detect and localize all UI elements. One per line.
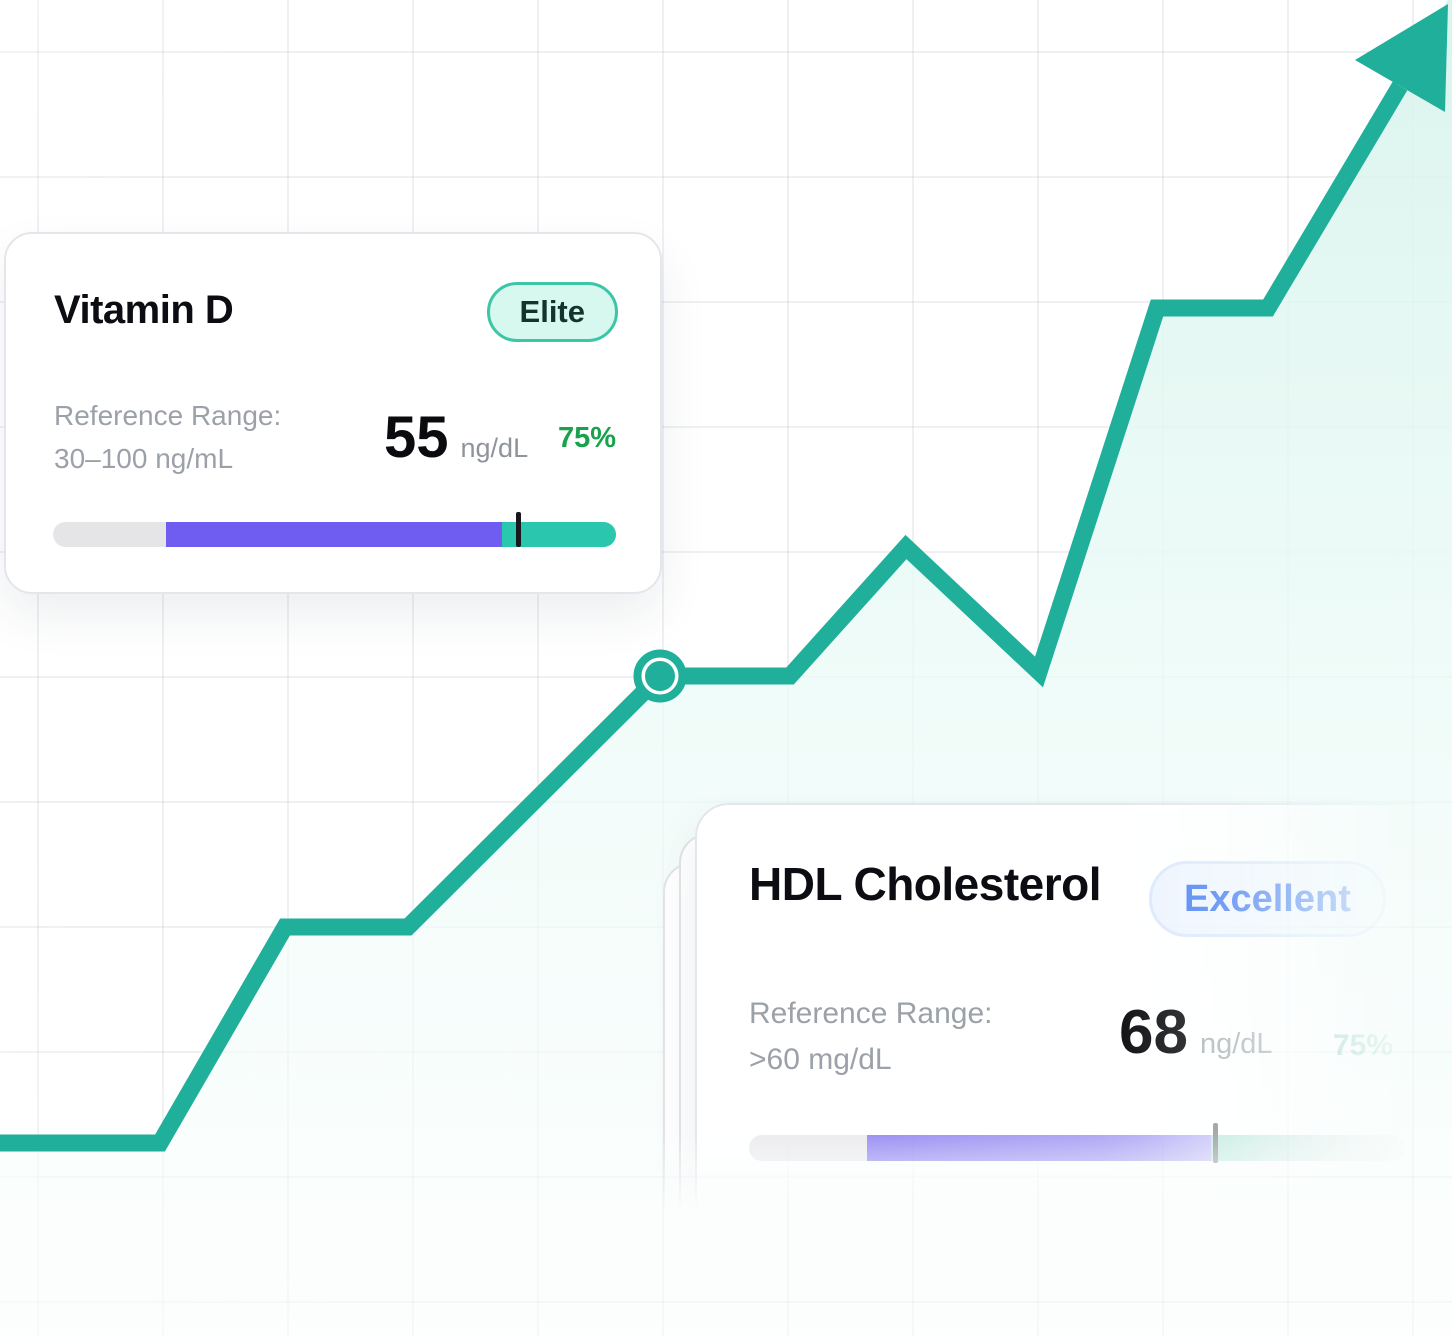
biomarker-unit: ng/dL xyxy=(460,433,529,463)
range-bar-value-tick xyxy=(516,512,522,547)
reference-range-value: >60 mg/dL xyxy=(749,1043,892,1076)
trend-marker xyxy=(633,649,687,703)
reference-range-label: Reference Range: xyxy=(749,997,993,1030)
trend-arrow-icon xyxy=(1355,4,1448,112)
biomarker-value: 55 xyxy=(384,405,449,470)
trend-marker-dot xyxy=(645,661,675,691)
biomarker-value: 68 xyxy=(1119,998,1188,1067)
range-bar-upper-segment xyxy=(502,522,616,547)
range-bar-upper-segment xyxy=(1211,1135,1405,1161)
vitamin-d-card: Vitamin D Elite Reference Range: 30–100 … xyxy=(4,232,662,594)
reference-range-value: 30–100 ng/mL xyxy=(54,443,234,474)
elite-status-badge: Elite xyxy=(486,282,618,342)
range-bar-fill-segment xyxy=(867,1135,1212,1161)
biomarker-unit: ng/dL xyxy=(1199,1028,1273,1060)
biomarker-percent: 75% xyxy=(557,422,616,454)
vitamin-d-range-bar xyxy=(53,512,616,547)
vitamin-d-reference-range: Reference Range: 30–100 ng/mL xyxy=(54,394,281,480)
biomarker-percent: 75% xyxy=(1333,1029,1394,1062)
excellent-status-badge: Excellent xyxy=(1149,861,1386,937)
hdl-card-group: HDL Cholesterol Excellent Reference Rang… xyxy=(655,795,1452,1266)
hdl-card-group-inner: HDL Cholesterol Excellent Reference Rang… xyxy=(655,795,1452,1266)
hdl-range-bar xyxy=(749,1123,1405,1163)
reference-range-label: Reference Range: xyxy=(54,400,282,431)
hdl-result: 68 ng/dL xyxy=(1119,997,1273,1068)
hdl-reference-range: Reference Range: >60 mg/dL xyxy=(749,991,993,1083)
hdl-cholesterol-card: HDL Cholesterol Excellent Reference Rang… xyxy=(695,803,1452,1231)
vitamin-d-card-title: Vitamin D xyxy=(54,288,234,332)
trend-line xyxy=(0,81,1408,1152)
range-bar-value-tick xyxy=(1213,1123,1219,1163)
hdl-card-title: HDL Cholesterol xyxy=(749,858,1102,910)
range-bar-fill-segment xyxy=(165,522,503,547)
vitamin-d-result: 55 ng/dL xyxy=(384,404,528,471)
